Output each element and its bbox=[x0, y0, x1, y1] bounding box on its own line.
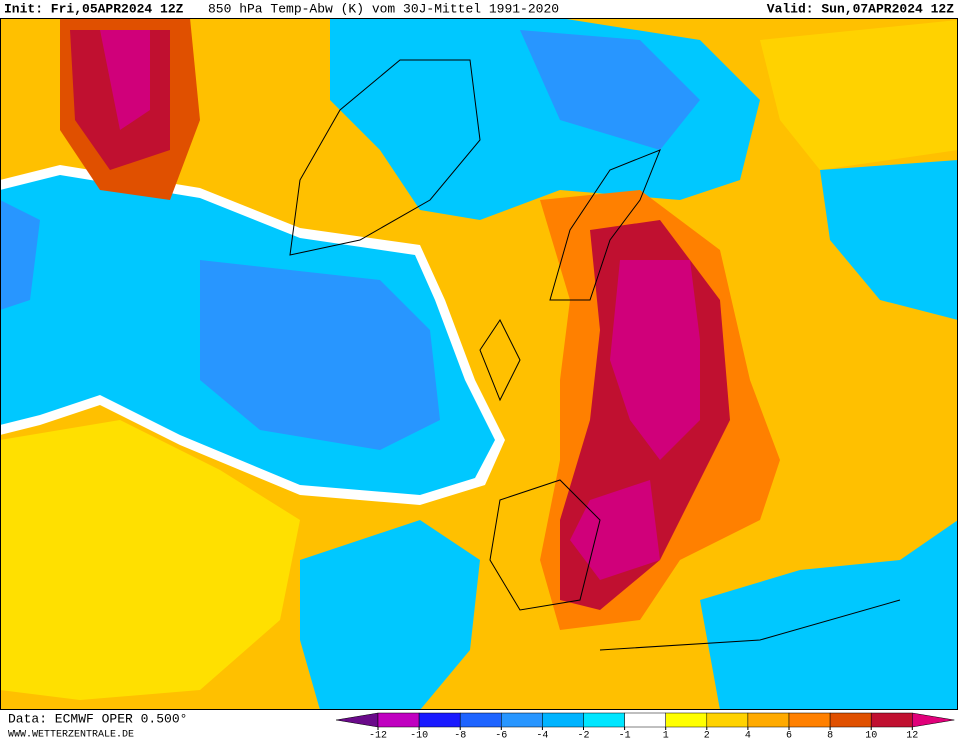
legend-swatch bbox=[583, 712, 625, 728]
extreme-area bbox=[100, 30, 150, 130]
legend-label: 8 bbox=[827, 731, 833, 740]
data-source: Data: ECMWF OPER 0.500° bbox=[8, 711, 187, 726]
legend-label: 6 bbox=[786, 731, 792, 740]
legend-swatch bbox=[665, 712, 708, 728]
legend-label: -8 bbox=[454, 731, 466, 740]
colder-area bbox=[200, 260, 440, 450]
legend-swatch bbox=[377, 712, 420, 728]
cold-area bbox=[700, 520, 958, 710]
legend-swatch bbox=[870, 712, 913, 728]
british-isles bbox=[479, 319, 521, 402]
extreme-area bbox=[570, 480, 660, 580]
legend-label: -4 bbox=[536, 731, 548, 740]
map-title: 850 hPa Temp-Abw (K) vom 30J-Mittel 1991… bbox=[208, 1, 559, 16]
legend-swatch bbox=[788, 712, 831, 728]
legend-label: -2 bbox=[577, 731, 589, 740]
valid-time: Valid: Sun,07APR2024 12Z bbox=[767, 1, 954, 16]
legend-swatch bbox=[418, 712, 461, 728]
legend-swatch bbox=[624, 712, 666, 728]
scandinavia bbox=[549, 149, 661, 301]
color-legend: -12 -10 -8 -6 -4 -2 -1 1 2 4 6 8 10 12 bbox=[335, 712, 955, 742]
legend-label: 10 bbox=[865, 731, 877, 740]
legend-swatch bbox=[747, 712, 790, 728]
legend-swatch bbox=[501, 712, 543, 728]
legend-label: -12 bbox=[369, 731, 387, 740]
legend-swatch bbox=[459, 712, 502, 728]
legend-label: 12 bbox=[906, 731, 918, 740]
legend-swatch bbox=[706, 712, 749, 728]
warm-area bbox=[0, 420, 300, 700]
greenland bbox=[289, 59, 481, 256]
iberia bbox=[489, 479, 601, 611]
legend-label: 2 bbox=[704, 731, 710, 740]
north-africa bbox=[599, 599, 901, 651]
cold-area bbox=[300, 520, 480, 710]
site: WWW.WETTERZENTRALE.DE bbox=[8, 730, 134, 740]
warm-area bbox=[760, 20, 958, 170]
legend-label: -10 bbox=[410, 731, 428, 740]
cold-area bbox=[820, 160, 958, 320]
coastlines bbox=[289, 59, 901, 651]
legend-label: 1 bbox=[663, 731, 669, 740]
colder-area bbox=[520, 30, 700, 150]
legend-swatch bbox=[542, 712, 584, 728]
legend-swatch bbox=[829, 712, 872, 728]
legend-label: -6 bbox=[495, 731, 507, 740]
init-time: Init: Fri,05APR2024 12Z bbox=[4, 1, 184, 16]
legend-label: -1 bbox=[619, 731, 631, 740]
extreme-area bbox=[610, 260, 700, 460]
map bbox=[0, 18, 958, 710]
legend-arrow bbox=[912, 712, 955, 728]
legend-label: 4 bbox=[745, 731, 751, 740]
colder-area bbox=[0, 200, 40, 310]
